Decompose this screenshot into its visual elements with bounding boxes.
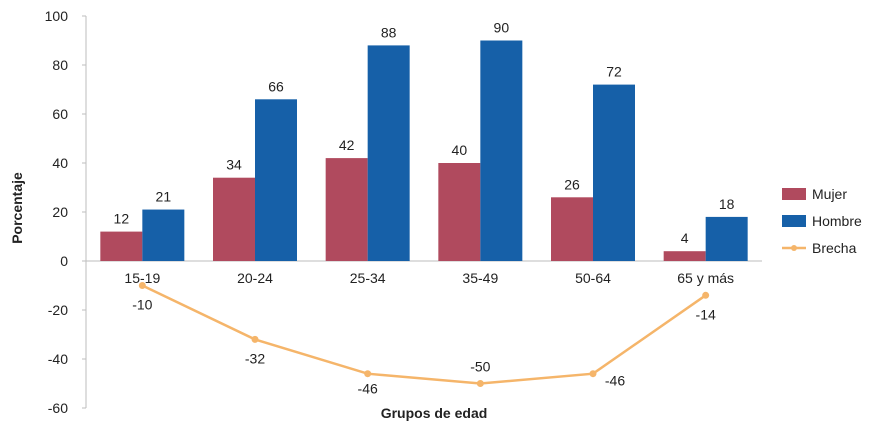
gap-point (251, 335, 259, 343)
gap-value-label: -46 (605, 373, 625, 389)
x-tick-label: 65 y más (677, 270, 734, 286)
bar-value-label: 66 (268, 78, 284, 94)
bar-hombre (480, 40, 523, 261)
y-tick-label: 0 (60, 253, 68, 269)
y-tick-label: -60 (48, 400, 68, 416)
y-tick-label: 20 (52, 204, 68, 220)
gap-value-label: -32 (245, 350, 265, 366)
legend-label: Mujer (812, 186, 847, 202)
legend: Mujer Hombre Brecha (782, 186, 862, 256)
bar-hombre (367, 45, 410, 262)
gap-point (702, 291, 710, 299)
y-tick-label: -40 (48, 351, 68, 367)
bar-hombre (593, 84, 635, 261)
y-tick-label: -20 (48, 302, 68, 318)
bar-hombre (705, 216, 748, 261)
bar-mujer (100, 231, 143, 261)
bar-value-label: 34 (226, 157, 242, 173)
gap-value-label: -46 (358, 381, 378, 397)
bar-value-label: 90 (494, 20, 510, 36)
x-tick-label: 15-19 (124, 270, 160, 286)
x-tick-label: 35-49 (462, 270, 498, 286)
x-axis-ticks: 15-19 20-24 25-34 35-49 50-64 65 y más (124, 270, 734, 286)
bars (100, 40, 748, 262)
bar-mujer (438, 163, 481, 261)
bar-value-label: 26 (564, 176, 580, 192)
bar-value-label: 4 (681, 230, 689, 246)
y-axis-ticks: 100 80 60 40 20 0 -20 -40 -60 (45, 8, 86, 416)
x-tick-label: 50-64 (575, 270, 611, 286)
legend-marker (791, 245, 797, 251)
bar-mujer (551, 197, 593, 261)
bar-mujer (213, 177, 255, 261)
x-tick-label: 25-34 (350, 270, 386, 286)
gap-series: -10 -32 -46 -50 -46 -14 (132, 282, 716, 397)
gap-value-label: -10 (132, 297, 152, 313)
bar-hombre (142, 209, 185, 261)
y-axis-title: Porcentaje (9, 172, 25, 244)
y-tick-label: 60 (52, 106, 68, 122)
bar-value-label: 18 (719, 196, 735, 212)
bar-mujer (663, 251, 706, 261)
x-tick-label: 20-24 (237, 270, 273, 286)
gap-value-label: -14 (696, 306, 716, 322)
legend-label: Hombre (812, 213, 862, 229)
y-tick-label: 80 (52, 57, 68, 73)
bar-value-label: 88 (381, 24, 397, 40)
bar-hombre (255, 99, 297, 261)
y-tick-label: 40 (52, 155, 68, 171)
gap-point (476, 380, 484, 387)
legend-swatch-mujer (782, 188, 806, 200)
bar-value-label: 72 (606, 64, 622, 80)
bar-mujer (325, 158, 368, 261)
gap-point (589, 370, 597, 378)
legend-label: Brecha (812, 240, 857, 256)
gap-point (364, 370, 372, 378)
bar-labels: 12 34 42 40 26 4 21 66 88 90 72 18 (114, 20, 735, 247)
y-tick-label: 100 (45, 8, 69, 24)
gap-line (141, 284, 707, 385)
bar-value-label: 42 (339, 137, 355, 153)
bar-value-label: 21 (156, 189, 172, 205)
legend-swatch-hombre (782, 215, 806, 227)
bar-value-label: 40 (452, 142, 468, 158)
gap-value-label: -50 (470, 359, 490, 375)
x-axis-title: Grupos de edad (381, 405, 488, 421)
gap-point (138, 282, 146, 289)
bar-value-label: 12 (114, 211, 130, 227)
